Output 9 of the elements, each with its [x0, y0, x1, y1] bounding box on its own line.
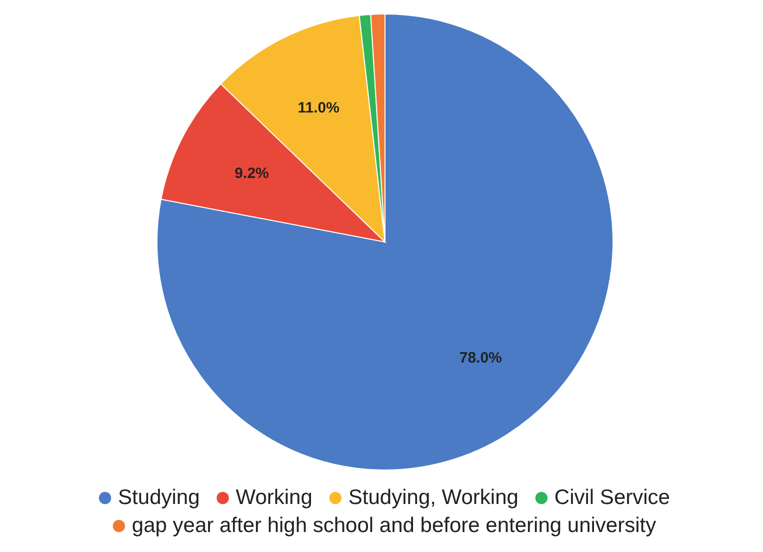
legend-label: Studying — [118, 486, 200, 509]
legend-label: gap year after high school and before entering university — [132, 514, 657, 537]
legend-label: Studying, Working — [348, 486, 518, 509]
legend-label: Civil Service — [554, 486, 670, 509]
data-label: 9.2% — [234, 165, 269, 182]
legend-label: Working — [236, 486, 312, 509]
data-label: 78.0% — [459, 350, 502, 367]
data-label: 11.0% — [298, 100, 340, 117]
pie-slice — [156, 14, 614, 470]
